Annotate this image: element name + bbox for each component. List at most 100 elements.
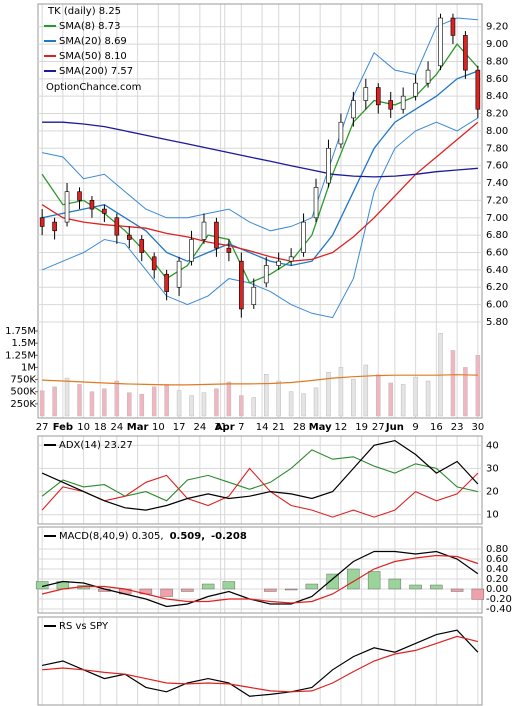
volume-bar xyxy=(363,364,369,417)
volume-bar xyxy=(388,382,393,417)
volume-bar xyxy=(52,386,57,417)
candle-body xyxy=(102,208,107,214)
sma-line xyxy=(41,70,479,267)
y-tick-label: 7.20 xyxy=(486,195,508,206)
histogram-bar xyxy=(264,588,277,592)
candle-body xyxy=(288,256,294,262)
candle-body xyxy=(425,69,431,84)
y-tick-label: 0.00 xyxy=(486,584,508,595)
x-tick-label: 10 xyxy=(77,422,90,433)
volume-bar xyxy=(463,367,468,417)
legend-label: SMA(8) 8.73 xyxy=(59,21,120,32)
di-plus-line xyxy=(41,449,479,502)
histogram-bar xyxy=(160,588,173,597)
x-tick-label: 28 xyxy=(293,422,306,433)
legend-label: -0.208 xyxy=(211,531,247,542)
indicator-line xyxy=(41,550,479,608)
y-tick-label: 8.00 xyxy=(486,126,508,137)
y-tick-label: 40 xyxy=(486,440,499,451)
candle-body xyxy=(363,87,369,101)
candle-body xyxy=(326,147,331,184)
y-tick-label: 9.00 xyxy=(486,39,508,50)
x-tick-label: 10 xyxy=(152,422,165,433)
volume-bar xyxy=(288,391,294,417)
volume-bar xyxy=(201,392,207,417)
volume-bar xyxy=(214,388,219,417)
candle-body xyxy=(438,17,443,67)
y-tick-label: 6.00 xyxy=(486,300,508,311)
x-tick-label: Jun xyxy=(385,422,404,433)
x-tick-label: 12 xyxy=(335,422,348,433)
di-minus-line xyxy=(41,467,479,518)
y-tick-label: 5.80 xyxy=(486,317,508,328)
histogram-bar xyxy=(367,571,381,590)
x-tick-label: 24 xyxy=(193,422,206,433)
candle-body xyxy=(313,187,319,219)
candle-body xyxy=(263,265,269,284)
histogram-bar xyxy=(388,578,402,590)
volume-bar xyxy=(313,387,319,417)
candle-body xyxy=(251,286,257,305)
candle-body xyxy=(151,256,157,271)
legend-label: OptionChance.com xyxy=(46,82,141,93)
indicator-line xyxy=(42,635,479,693)
x-tick-label: 9 xyxy=(412,422,418,433)
histogram-bar xyxy=(326,573,339,590)
volume-bar xyxy=(351,378,356,417)
x-tick-label: Mar xyxy=(127,422,149,433)
candle-body xyxy=(201,221,207,240)
histogram-bar xyxy=(181,588,194,592)
candle-body xyxy=(475,69,481,110)
candle-body xyxy=(400,95,406,110)
legend-label: SMA(20) 8.69 xyxy=(59,36,127,47)
x-tick-label: Feb xyxy=(53,422,73,433)
y-tick-label: 8.40 xyxy=(486,91,508,102)
y-tick-label: 6.60 xyxy=(486,248,508,259)
candle-body xyxy=(77,191,82,201)
panel-frame xyxy=(37,3,483,419)
y-tick-label: 1.75M xyxy=(5,326,36,337)
panel-frame xyxy=(37,526,483,614)
x-tick-label: 27 xyxy=(372,422,385,433)
volume-bar xyxy=(376,374,381,417)
candle-body xyxy=(388,100,394,110)
volume-bar xyxy=(251,397,257,417)
indicator-line xyxy=(41,554,479,604)
volume-bar xyxy=(450,350,456,417)
y-tick-label: 1.25M xyxy=(5,350,36,361)
candle-body xyxy=(463,35,468,71)
y-tick-label: -0.20 xyxy=(486,594,512,605)
volume-bar xyxy=(276,380,281,417)
volume-bar xyxy=(475,355,481,417)
x-tick-label: 16 xyxy=(430,422,443,433)
volume-average xyxy=(42,374,478,386)
y-tick-label: 0.80 xyxy=(486,544,508,555)
x-tick-label: 30 xyxy=(471,422,484,433)
candle-body xyxy=(52,221,57,232)
legend-label: SMA(50) 8.10 xyxy=(59,51,127,62)
indicator-line xyxy=(41,629,479,697)
volume-bar xyxy=(189,395,194,417)
histogram-bar xyxy=(201,583,215,590)
candle-body xyxy=(189,239,194,262)
y-tick-label: 750K xyxy=(10,375,36,386)
y-tick-label: 7.40 xyxy=(486,178,508,189)
volume-bar xyxy=(400,384,406,417)
x-tick-label: 17 xyxy=(173,422,186,433)
histogram-bar xyxy=(305,583,319,590)
x-tick-label: 19 xyxy=(355,422,368,433)
candle-body xyxy=(214,221,219,249)
volume-bar xyxy=(338,367,344,417)
volume-bar xyxy=(39,390,45,417)
x-tick-label: 24 xyxy=(110,422,123,433)
volume-bar xyxy=(263,373,269,417)
candle-body xyxy=(351,100,356,119)
y-tick-label: 1.5M xyxy=(11,338,36,349)
histogram-bar xyxy=(284,588,298,591)
legend-label: RS vs SPY xyxy=(59,621,109,632)
volume-bar xyxy=(301,393,306,417)
y-tick-label: 20 xyxy=(486,487,499,498)
band-upper xyxy=(41,17,478,232)
volume-bar xyxy=(64,377,70,417)
